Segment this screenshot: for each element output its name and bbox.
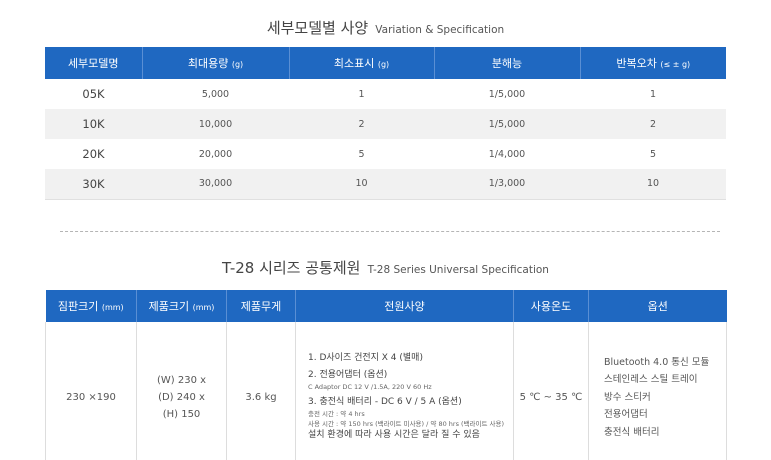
power-item-3: 3. 충전식 배터리 - DC 6 V / 5 A (옵션)	[308, 397, 462, 408]
cell-weight: 3.6 kg	[226, 322, 296, 460]
header-unit: (g)	[377, 60, 390, 69]
cell-min-display: 5	[358, 148, 365, 160]
header-label: 제품크기	[148, 300, 190, 313]
power-item-2: 2. 전용어댑터 (옵션)	[308, 370, 388, 381]
cell-max-capacity: 20,000	[198, 148, 233, 160]
table-row: 05K 5,000 1 1/5,000 1	[45, 79, 726, 109]
section-title-sub: T-28 Series Universal Specification	[367, 264, 549, 276]
power-note: 설치 환경에 따라 사용 시간은 달라 질 수 있음	[308, 430, 480, 441]
header-label: 세부모델명	[67, 57, 119, 70]
cell-model: 20K	[82, 147, 105, 161]
option-item: 스테인레스 스틸 트레이	[604, 374, 698, 385]
product-size-line: (W) 230 x	[156, 374, 207, 386]
cell-min-display: 1	[358, 88, 365, 100]
header-min-display: 최소표시 (g)	[288, 47, 434, 79]
header-label: 제품무게	[240, 300, 282, 313]
cell-model: 30K	[45, 169, 142, 200]
header-label: 반복오차	[616, 57, 657, 70]
section-title-variation: 세부모델별 사양 Variation & Specification	[0, 17, 771, 38]
dashed-divider	[60, 231, 720, 232]
cell-max-capacity: 10,000	[142, 109, 289, 139]
header-resolution: 분해능	[433, 47, 580, 79]
product-size-line: (D) 240 x	[158, 391, 205, 403]
section-title-sub: Variation & Specification	[375, 24, 505, 36]
header-weight: 제품무게	[226, 290, 296, 322]
cell-resolution: 1/4,000	[488, 148, 526, 160]
header-max-capacity: 최대용량 (g)	[141, 47, 289, 79]
variation-spec-table: 세부모델명 최대용량 (g) 최소표시 (g) 분해능 반복오차 (≤ ± g)…	[45, 47, 726, 200]
option-item: 충전식 배터리	[604, 426, 660, 438]
header-temperature: 사용온도	[513, 290, 589, 322]
universal-spec-table: 짐판크기 (mm) 제품크기 (mm) 제품무게 전원사양 사용온도 옵션 23…	[45, 290, 727, 460]
header-label: 최대용량	[187, 57, 229, 70]
header-plate-size: 짐판크기 (mm)	[45, 290, 137, 322]
option-item: 전용어댑터	[604, 409, 648, 420]
table-row: 10K 10,000 2 1/5,000 2	[45, 109, 726, 139]
cell-repeatability: 1	[649, 88, 657, 100]
section-title-universal: T-28 시리즈 공통제원 T-28 Series Universal Spec…	[0, 257, 771, 278]
header-unit: (mm)	[101, 303, 124, 312]
cell-resolution: 1/3,000	[434, 169, 580, 200]
cell-repeatability: 5	[649, 148, 657, 160]
table-header-row: 짐판크기 (mm) 제품크기 (mm) 제품무게 전원사양 사용온도 옵션	[45, 290, 727, 322]
cell-max-capacity: 5,000	[201, 88, 230, 100]
header-label: 사용온도	[530, 300, 572, 313]
cell-power: 1. D사이즈 건전지 X 4 (별매) 2. 전용어댑터 (옵션) C Ada…	[295, 322, 514, 460]
cell-min-display: 2	[289, 109, 434, 139]
cell-min-display: 10	[289, 169, 434, 200]
table-row: 230 ×190 (W) 230 x (D) 240 x (H) 150 3.6…	[45, 322, 727, 460]
header-power: 전원사양	[295, 290, 514, 322]
header-label: 전원사양	[384, 300, 425, 313]
header-options: 옵션	[588, 290, 727, 322]
header-unit: (g)	[231, 60, 244, 69]
cell-model: 10K	[45, 109, 142, 139]
cell-resolution: 1/5,000	[488, 88, 526, 100]
header-label: 옵션	[647, 300, 668, 313]
option-item: Bluetooth 4.0 통신 모듈	[604, 356, 710, 368]
product-size-line: (H) 150	[162, 408, 201, 420]
header-label: 분해능	[491, 57, 523, 70]
power-item-2-detail: C Adaptor DC 12 V /1.5A, 220 V 60 Hz	[308, 383, 432, 392]
option-item: 방수 스티커	[604, 391, 651, 403]
cell-options: Bluetooth 4.0 통신 모듈 스테인레스 스틸 트레이 방수 스티커 …	[588, 322, 727, 460]
cell-model: 05K	[82, 87, 105, 101]
header-repeatability: 반복오차 (≤ ± g)	[579, 47, 726, 79]
header-label: 최소표시	[333, 57, 375, 70]
table-row: 30K 30,000 10 1/3,000 10	[45, 169, 726, 200]
cell-product-size: (W) 230 x (D) 240 x (H) 150	[136, 322, 227, 460]
table-header-row: 세부모델명 최대용량 (g) 최소표시 (g) 분해능 반복오차 (≤ ± g)	[45, 47, 726, 79]
table-row: 20K 20,000 5 1/4,000 5	[45, 139, 726, 169]
cell-repeatability: 2	[580, 109, 726, 139]
section-title-main: T-28 시리즈 공통제원	[222, 259, 361, 277]
cell-repeatability: 10	[580, 169, 726, 200]
power-item-3-detail: 사용 시간 : 약 150 hrs (백라이트 미사용) / 약 80 hrs …	[308, 420, 505, 429]
cell-max-capacity: 30,000	[142, 169, 289, 200]
cell-temperature: 5 ℃ ~ 35 ℃	[513, 322, 589, 460]
power-item-3-detail: 충전 시간 : 약 4 hrs	[308, 410, 365, 419]
cell-plate-size: 230 ×190	[45, 322, 137, 460]
power-item-1: 1. D사이즈 건전지 X 4 (별매)	[308, 353, 423, 364]
header-product-size: 제품크기 (mm)	[136, 290, 227, 322]
header-unit: (≤ ± g)	[660, 60, 691, 69]
section-title-main: 세부모델별 사양	[266, 19, 369, 37]
cell-resolution: 1/5,000	[434, 109, 580, 139]
header-model: 세부모델명	[45, 47, 142, 79]
header-label: 짐판크기	[57, 300, 99, 313]
header-unit: (mm)	[192, 303, 215, 312]
